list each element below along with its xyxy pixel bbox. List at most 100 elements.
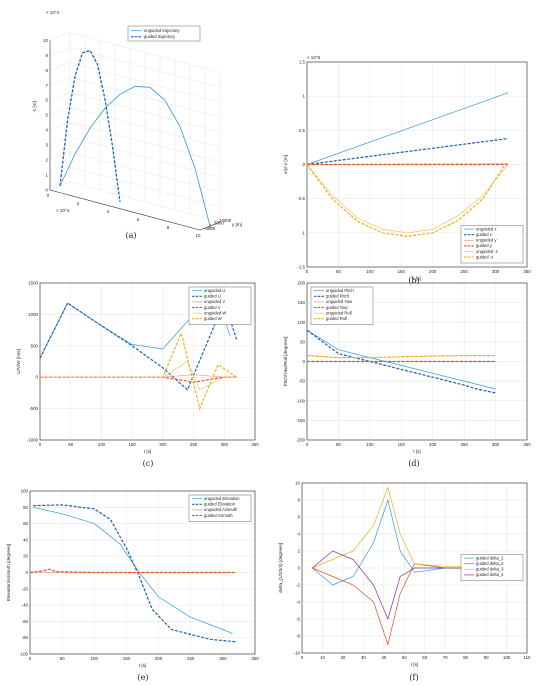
x-tick-label: 250 [190, 442, 198, 447]
x-axis-label: t [s] [139, 663, 146, 668]
y-tick-label: -80 [22, 635, 29, 640]
legend-entry: guided delta_2 [476, 561, 504, 566]
z-tick-label: 5 [46, 113, 49, 118]
legend-entry: unguided Roll [326, 310, 352, 315]
legend-entry: unguided Yaw [326, 299, 353, 304]
x-tick-label: 6 [137, 217, 140, 222]
z-tick-label: 3 [46, 143, 49, 148]
x-tick-label: 0 [301, 655, 304, 660]
y-tick-label: 40 [23, 537, 28, 542]
y-tick-label: -150 [296, 418, 305, 423]
y-axis-label: delta_{1/2/3/4} [degrees] [278, 543, 283, 593]
grid-line [49, 77, 71, 86]
x-tick-label: 100 [98, 442, 106, 447]
y-tick-label: 20 [23, 554, 28, 559]
legend-entry: guided delta_4 [476, 572, 504, 577]
y-tick-label: -50 [299, 379, 306, 384]
y-tick-label: 10 [295, 481, 300, 486]
x-tick-label: 0 [29, 656, 32, 661]
x-tick-label: 0 [39, 442, 42, 447]
y-tick-label: -10 [294, 651, 301, 656]
x-tick-label: 0 [306, 442, 309, 447]
series-line-0 [311, 498, 507, 586]
series-line-3 [40, 376, 237, 383]
x-tick-label: 300 [221, 442, 229, 447]
legend-entry: guided trajectory [144, 34, 176, 39]
plot-frame [39, 282, 256, 441]
y-tick-label: 2 [298, 549, 301, 554]
y-tick-label: 200 [298, 281, 306, 286]
y-axis-label: Pitch/Yaw/Roll [degrees] [283, 337, 288, 387]
x-tick-label: 150 [398, 442, 406, 447]
y-tick-label: 0 [36, 375, 39, 380]
grid-line [49, 107, 71, 116]
y-tick-label: 100 [21, 489, 29, 494]
series-line-1 [59, 49, 121, 203]
y-tick-label: -0.5 [297, 196, 305, 201]
y-tick-label: -60 [22, 619, 29, 624]
legend-entry: guided Azimuth [204, 513, 233, 518]
series-line-3 [311, 550, 507, 621]
legend-entry: guided U [204, 294, 221, 299]
x-tick-label: 150 [398, 269, 406, 274]
x-tick-label: 200 [159, 442, 167, 447]
y-tick-label: 0 [209, 223, 212, 228]
y-tick-label: -40 [22, 603, 29, 608]
series-line-1 [312, 563, 507, 646]
panel-label: (d) [408, 459, 419, 468]
legend-entry: unguided Pitch [326, 288, 354, 293]
x-axis-label: t [s] [413, 276, 420, 281]
plot-frame [301, 482, 528, 654]
z-axis-label: -z [m] [32, 101, 37, 112]
y-tick-label: 1.5 [299, 60, 306, 65]
z-tick-label: 6 [46, 98, 49, 103]
legend-entry: unguided V [204, 299, 225, 304]
x-tick-label: 300 [219, 656, 227, 661]
grid-line [49, 47, 71, 56]
x-tick-label: 90 [484, 655, 489, 660]
y-tick-label: 8 [298, 498, 301, 503]
z-tick-label: 8 [46, 68, 49, 73]
x-tick-label: 250 [460, 269, 468, 274]
legend-box [188, 286, 252, 325]
x-tick-label: 50 [336, 442, 341, 447]
y-tick-label: -20 [22, 586, 29, 591]
y-tick-label: 1000 [28, 312, 38, 317]
x-tick-label: 350 [523, 442, 531, 447]
x-tick-label: 110 [524, 655, 532, 660]
y-tick-label: 4 [298, 532, 301, 537]
x-axis-label: t [s] [144, 449, 151, 454]
x-tick-label: 50 [60, 656, 65, 661]
x-tick-label: 300 [492, 442, 500, 447]
legend-entry: guided V [204, 305, 221, 310]
x-tick-label: 150 [128, 442, 136, 447]
series-line-0 [307, 329, 496, 390]
x-tick-label: 60 [422, 655, 427, 660]
series-line-0 [307, 92, 509, 165]
y-tick-label: -1 [301, 230, 305, 235]
panel-label: (f) [409, 673, 418, 682]
x-tick-label: 200 [429, 442, 437, 447]
chart-5: (f) 0 10 20 30 40 50 60 70 80 90 100 110 -10 -8 -6 -4 -2 0… [278, 481, 531, 683]
grid-line [49, 136, 71, 146]
z-exponent: × 10^4 [46, 10, 60, 15]
panel-label: (a) [125, 231, 136, 240]
panel-label: (c) [143, 459, 154, 468]
legend-entry: unguided -z [476, 249, 498, 254]
legend-entry: guided delta_3 [476, 567, 504, 572]
legend-entry: unguided y [476, 238, 497, 243]
legend-entry: unguided Azimuth [204, 507, 238, 512]
x-tick-label: 100 [91, 656, 99, 661]
y-tick-label: 5000 [214, 221, 224, 226]
series-line-0 [59, 85, 211, 227]
x-tick-label: 350 [251, 656, 259, 661]
legend-entry: unguided Elevation [204, 496, 240, 501]
y-tick-label: 0 [26, 570, 29, 575]
y-tick-label: 0.5 [299, 128, 306, 133]
x-tick-label: 4 [107, 209, 110, 214]
grid-line [49, 32, 71, 41]
y-axis-label: Elevation/Azimuth [degrees] [6, 544, 11, 601]
legend-entry: unguided W [204, 310, 226, 315]
y-tick-label: -100 [19, 652, 28, 657]
